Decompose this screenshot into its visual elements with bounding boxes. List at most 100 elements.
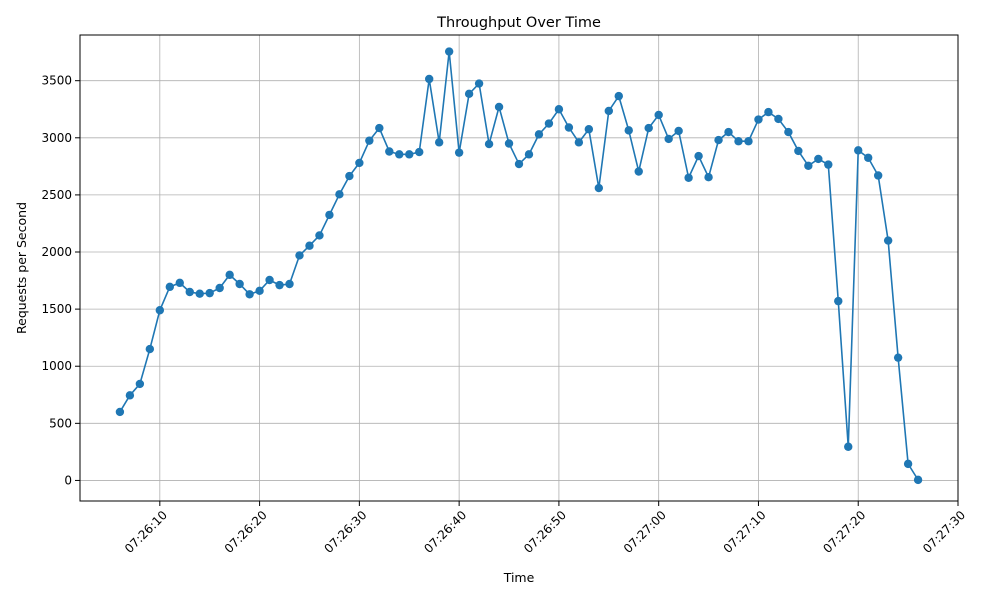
data-point bbox=[464, 89, 474, 99]
data-point bbox=[624, 126, 633, 135]
data-point bbox=[365, 136, 374, 145]
data-point bbox=[893, 353, 903, 362]
data-point bbox=[814, 154, 823, 164]
data-point bbox=[135, 379, 145, 389]
data-point bbox=[355, 158, 364, 168]
data-point bbox=[405, 150, 414, 159]
data-point bbox=[275, 280, 284, 290]
x-tick-label: 07:27:20 bbox=[820, 508, 868, 556]
data-point bbox=[554, 105, 564, 114]
chart-title: Throughput Over Time bbox=[436, 15, 601, 31]
y-tick-label: 2500 bbox=[41, 188, 72, 202]
data-point bbox=[315, 231, 324, 240]
y-tick-label: 1000 bbox=[41, 359, 72, 373]
data-point bbox=[734, 137, 743, 146]
data-point bbox=[494, 102, 504, 112]
data-point bbox=[325, 210, 334, 220]
data-point bbox=[434, 138, 444, 147]
x-axis-label: Time bbox=[503, 570, 535, 585]
data-point bbox=[844, 442, 853, 451]
data-point bbox=[245, 290, 254, 299]
data-point bbox=[564, 123, 574, 132]
data-point bbox=[335, 190, 344, 199]
data-point bbox=[285, 279, 294, 289]
data-point bbox=[205, 288, 214, 298]
data-point bbox=[694, 151, 703, 161]
data-point bbox=[145, 344, 155, 354]
data-point bbox=[834, 296, 843, 306]
data-point bbox=[594, 183, 604, 193]
data-point bbox=[514, 159, 524, 169]
data-point bbox=[115, 407, 125, 417]
x-tick-label: 07:26:20 bbox=[222, 508, 270, 556]
data-point bbox=[395, 150, 404, 159]
series-line bbox=[119, 51, 919, 481]
data-point bbox=[864, 153, 873, 162]
y-tick-label: 3500 bbox=[41, 74, 72, 88]
series-throughput bbox=[119, 51, 919, 481]
data-point bbox=[744, 137, 753, 146]
data-point bbox=[794, 146, 803, 156]
data-point bbox=[225, 270, 234, 280]
x-tick-label: 07:27:10 bbox=[721, 508, 769, 556]
data-point bbox=[454, 148, 464, 157]
data-point bbox=[784, 127, 793, 137]
y-axis-ticks: 0 500 1000 1500 2000 2500 3000 3500 bbox=[41, 74, 80, 487]
data-point bbox=[215, 283, 224, 293]
data-point bbox=[754, 115, 763, 124]
data-point bbox=[265, 275, 274, 285]
x-tick-label: 07:26:40 bbox=[421, 508, 469, 556]
data-point bbox=[185, 287, 194, 297]
data-point bbox=[255, 286, 264, 296]
data-point bbox=[883, 236, 893, 245]
data-point bbox=[125, 391, 135, 400]
data-point bbox=[474, 79, 484, 88]
plot-frame bbox=[79, 34, 959, 502]
data-point bbox=[175, 278, 184, 288]
data-point bbox=[544, 119, 554, 128]
data-point bbox=[295, 251, 304, 260]
data-point bbox=[235, 279, 244, 289]
data-point bbox=[674, 126, 683, 136]
data-point bbox=[155, 306, 165, 315]
data-point bbox=[425, 74, 434, 84]
data-point bbox=[664, 134, 673, 144]
grid bbox=[80, 35, 959, 501]
data-point bbox=[385, 147, 394, 156]
data-point bbox=[913, 475, 923, 485]
y-axis-label: Requests per Second bbox=[14, 202, 29, 334]
x-tick-label: 07:27:00 bbox=[621, 508, 669, 556]
data-point bbox=[873, 171, 883, 180]
series-points bbox=[115, 47, 923, 485]
y-tick-label: 0 bbox=[64, 473, 72, 487]
data-point bbox=[484, 139, 494, 149]
data-point bbox=[654, 110, 663, 120]
data-point bbox=[724, 127, 733, 137]
data-point bbox=[684, 173, 693, 182]
data-point bbox=[504, 139, 514, 148]
data-point bbox=[584, 125, 594, 134]
data-point bbox=[604, 106, 613, 116]
y-tick-label: 3000 bbox=[41, 131, 72, 145]
data-point bbox=[804, 161, 813, 170]
data-point bbox=[375, 123, 384, 133]
x-tick-label: 07:26:50 bbox=[521, 508, 569, 556]
data-point bbox=[574, 138, 584, 147]
x-tick-label: 07:26:10 bbox=[122, 508, 170, 556]
y-tick-label: 1500 bbox=[41, 302, 72, 316]
data-point bbox=[824, 160, 833, 169]
data-point bbox=[764, 107, 773, 117]
data-point bbox=[614, 91, 623, 101]
x-axis-ticks: 07:26:10 07:26:20 07:26:30 07:26:40 07:26:50… bbox=[122, 501, 968, 556]
y-tick-label: 2000 bbox=[41, 245, 72, 259]
x-tick-label: 07:27:30 bbox=[920, 508, 968, 556]
data-point bbox=[644, 123, 653, 133]
data-point bbox=[415, 147, 424, 157]
data-point bbox=[165, 282, 174, 292]
data-point bbox=[854, 146, 863, 155]
data-point bbox=[444, 47, 454, 56]
data-point bbox=[534, 130, 544, 139]
data-point bbox=[305, 241, 314, 250]
data-point bbox=[714, 135, 723, 145]
